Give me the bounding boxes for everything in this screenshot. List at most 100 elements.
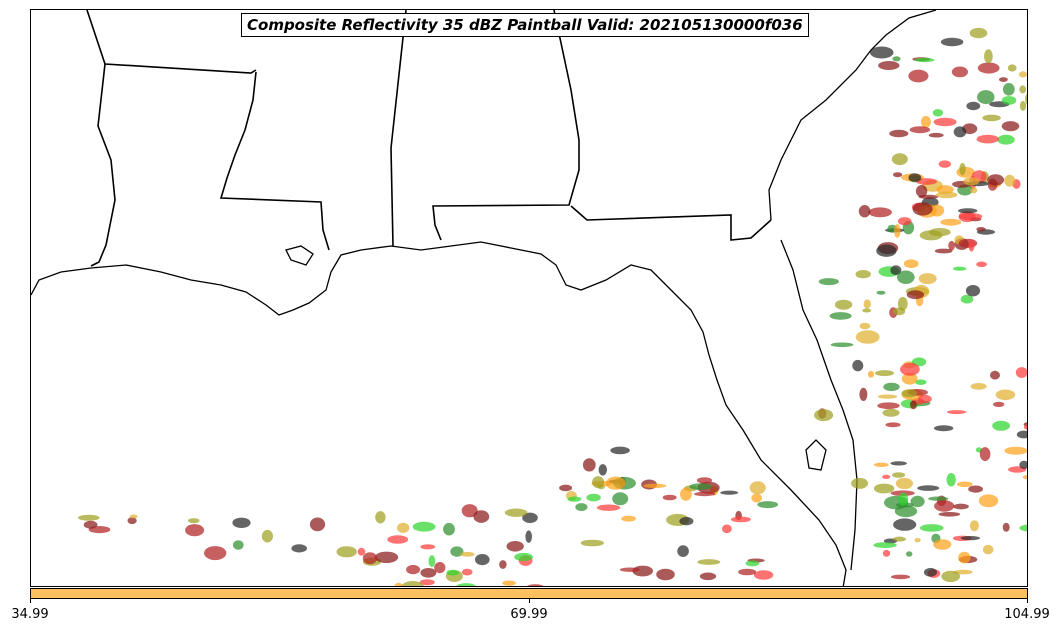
paintball-blob — [502, 580, 516, 586]
colorbar-label-mid: 69.99 — [510, 607, 548, 622]
state-boundaries — [86, 10, 772, 267]
paintball-blob — [232, 517, 251, 528]
paintball-blob — [375, 511, 386, 524]
paintball-blob — [446, 569, 460, 576]
paintball-blob — [938, 512, 961, 517]
paintball-blob — [656, 568, 675, 581]
paintball-blob — [951, 66, 969, 78]
paintball-blob — [680, 487, 692, 501]
paintball-blob — [928, 496, 949, 501]
paintball-blob — [898, 492, 909, 506]
paintball-blob — [855, 270, 871, 279]
paintball-blob — [387, 535, 409, 544]
paintball-blob — [129, 514, 138, 519]
paintball-blob — [878, 61, 900, 70]
paintball-blob — [976, 261, 987, 268]
paintball-blob — [862, 308, 872, 313]
paintball-blob — [1001, 121, 1020, 132]
paintball-blob — [982, 114, 1001, 122]
paintball-blob — [745, 560, 760, 567]
paintball-blob — [906, 551, 913, 557]
paintball-blob — [934, 248, 953, 254]
paintball-blob — [456, 583, 476, 586]
paintball-blob — [919, 524, 944, 532]
paintball-blob — [1019, 85, 1027, 94]
paintball-blob — [473, 510, 490, 523]
paintball-blob — [1004, 446, 1027, 455]
paintball-blob — [394, 582, 404, 586]
paintball-blob — [504, 508, 528, 517]
paintball-blob — [892, 536, 906, 542]
paintball-blob — [940, 37, 964, 47]
paintball-blob — [506, 541, 524, 552]
paintball-blob — [894, 224, 901, 238]
paintball-blob — [869, 46, 894, 59]
colorbar — [30, 588, 1028, 599]
paintball-blob — [934, 500, 955, 512]
paintball-blob — [1019, 460, 1027, 469]
paintball-blob — [722, 524, 732, 534]
paintball-blob — [897, 296, 908, 311]
paintball-blob — [933, 117, 957, 127]
paintball-blob — [232, 540, 244, 550]
paintball-blob — [897, 270, 915, 284]
paintball-blob — [968, 485, 983, 493]
paintball-blob — [990, 370, 1000, 380]
paintball-blob — [605, 476, 626, 490]
paintball-blob — [917, 485, 940, 491]
paintball-blob — [959, 162, 966, 176]
paintball-blob — [914, 57, 935, 63]
paintball-blob — [309, 517, 326, 532]
paintball-blob — [920, 115, 931, 128]
paintball-blob — [443, 522, 455, 536]
paintball-blob — [978, 494, 999, 508]
paintball-blob — [938, 160, 951, 168]
paintball-blob — [83, 520, 98, 529]
paintball-blob — [918, 194, 939, 199]
paintball-blob — [291, 544, 308, 553]
paintball-blob — [914, 538, 921, 543]
paintball-blob — [261, 529, 273, 543]
paintball-blob — [992, 420, 1010, 431]
paintball-blob — [475, 554, 490, 566]
paintball-blob — [612, 492, 629, 506]
colorbar-tick-3 — [1027, 599, 1028, 603]
paintball-blob — [526, 584, 544, 586]
paintball-blob — [892, 472, 906, 478]
paintball-blob — [908, 173, 922, 182]
paintball-blob — [915, 379, 927, 386]
paintball-blob — [868, 207, 892, 218]
paintball-blob — [953, 126, 967, 138]
paintball-blob — [889, 129, 909, 138]
paintball-blob — [694, 491, 716, 497]
paintball-blob — [876, 244, 897, 257]
paintball-blob — [876, 290, 886, 295]
paintball-blob — [522, 512, 538, 523]
paintball-blob — [1019, 100, 1027, 111]
paintball-blob — [940, 218, 962, 226]
paintball-blob — [877, 402, 900, 410]
paintball-blob — [412, 521, 436, 532]
paintball-blob — [934, 425, 954, 432]
paintball-blob — [947, 410, 967, 415]
paintball-blob — [749, 481, 766, 495]
paintball-blob — [912, 202, 933, 216]
paintball-blob — [901, 389, 918, 398]
paintball-blob — [987, 174, 1005, 186]
paintball-blob — [919, 230, 943, 241]
paintball-blob — [730, 516, 751, 523]
paintball-blob — [814, 409, 834, 422]
paintball-blob — [893, 518, 917, 531]
paintball-blob — [900, 362, 920, 376]
paintball-blob — [995, 389, 1016, 401]
paintball-blob — [894, 505, 918, 518]
paintball-blob — [863, 299, 871, 309]
paintball-blob — [187, 518, 200, 524]
map-panel — [30, 9, 1028, 587]
paintball-blob — [450, 546, 464, 557]
paintball-blob — [891, 153, 908, 166]
colorbar-label-max: 104.99 — [1004, 607, 1050, 622]
paintball-blob — [567, 496, 582, 502]
paintball-blob — [915, 185, 928, 198]
paintball-blob — [852, 359, 864, 372]
